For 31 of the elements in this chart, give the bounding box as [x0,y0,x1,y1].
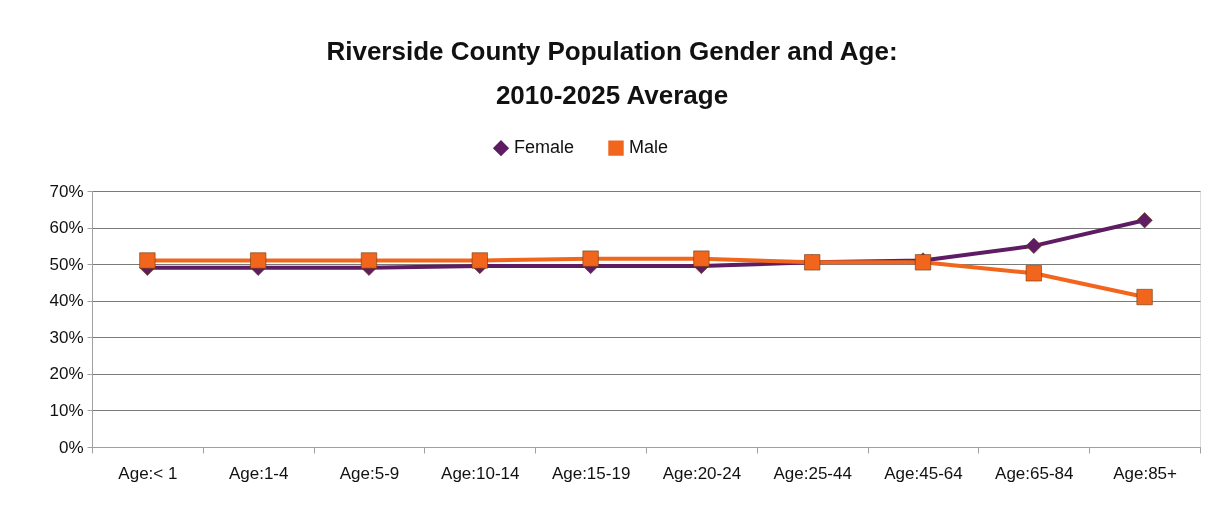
x-tick-label: Age:1-4 [228,463,289,483]
x-tick-label: Age:< 1 [118,463,178,483]
legend-label: Female [514,137,575,158]
x-tick-label: Age:65-84 [995,463,1074,483]
point [250,252,267,269]
y-tick-label: 10% [49,400,84,420]
y-tick-label: 0% [58,437,84,457]
x-tick-label: Age:5-9 [339,463,400,483]
legend-label: Male [629,137,669,158]
x-tick-label: Age:45-64 [884,463,963,483]
y-tick-label: 20% [49,364,84,384]
point [360,252,378,269]
point [1136,289,1153,306]
point [1025,237,1042,254]
point [693,250,710,267]
chart-title: Riverside County Population Gender and Age: 2010-2025 Average [326,36,898,110]
y-tick-label: 40% [49,291,84,311]
point [582,250,599,267]
point [1136,212,1153,229]
point [139,252,156,269]
y-tick-label: 60% [49,218,84,238]
y-tick-label: 30% [49,327,84,347]
point [1025,265,1042,282]
point [471,252,488,269]
x-tick-label: Age:10-14 [441,463,520,483]
x-tick-label: Age:20-24 [662,463,742,483]
x-tick-label: Age:15-19 [551,463,631,483]
y-tick-label: 70% [49,181,84,201]
x-tick-label: Age:85+ [1113,463,1178,483]
x-tick-label: Age:25-44 [773,463,852,483]
y-tick-label: 50% [49,254,84,274]
